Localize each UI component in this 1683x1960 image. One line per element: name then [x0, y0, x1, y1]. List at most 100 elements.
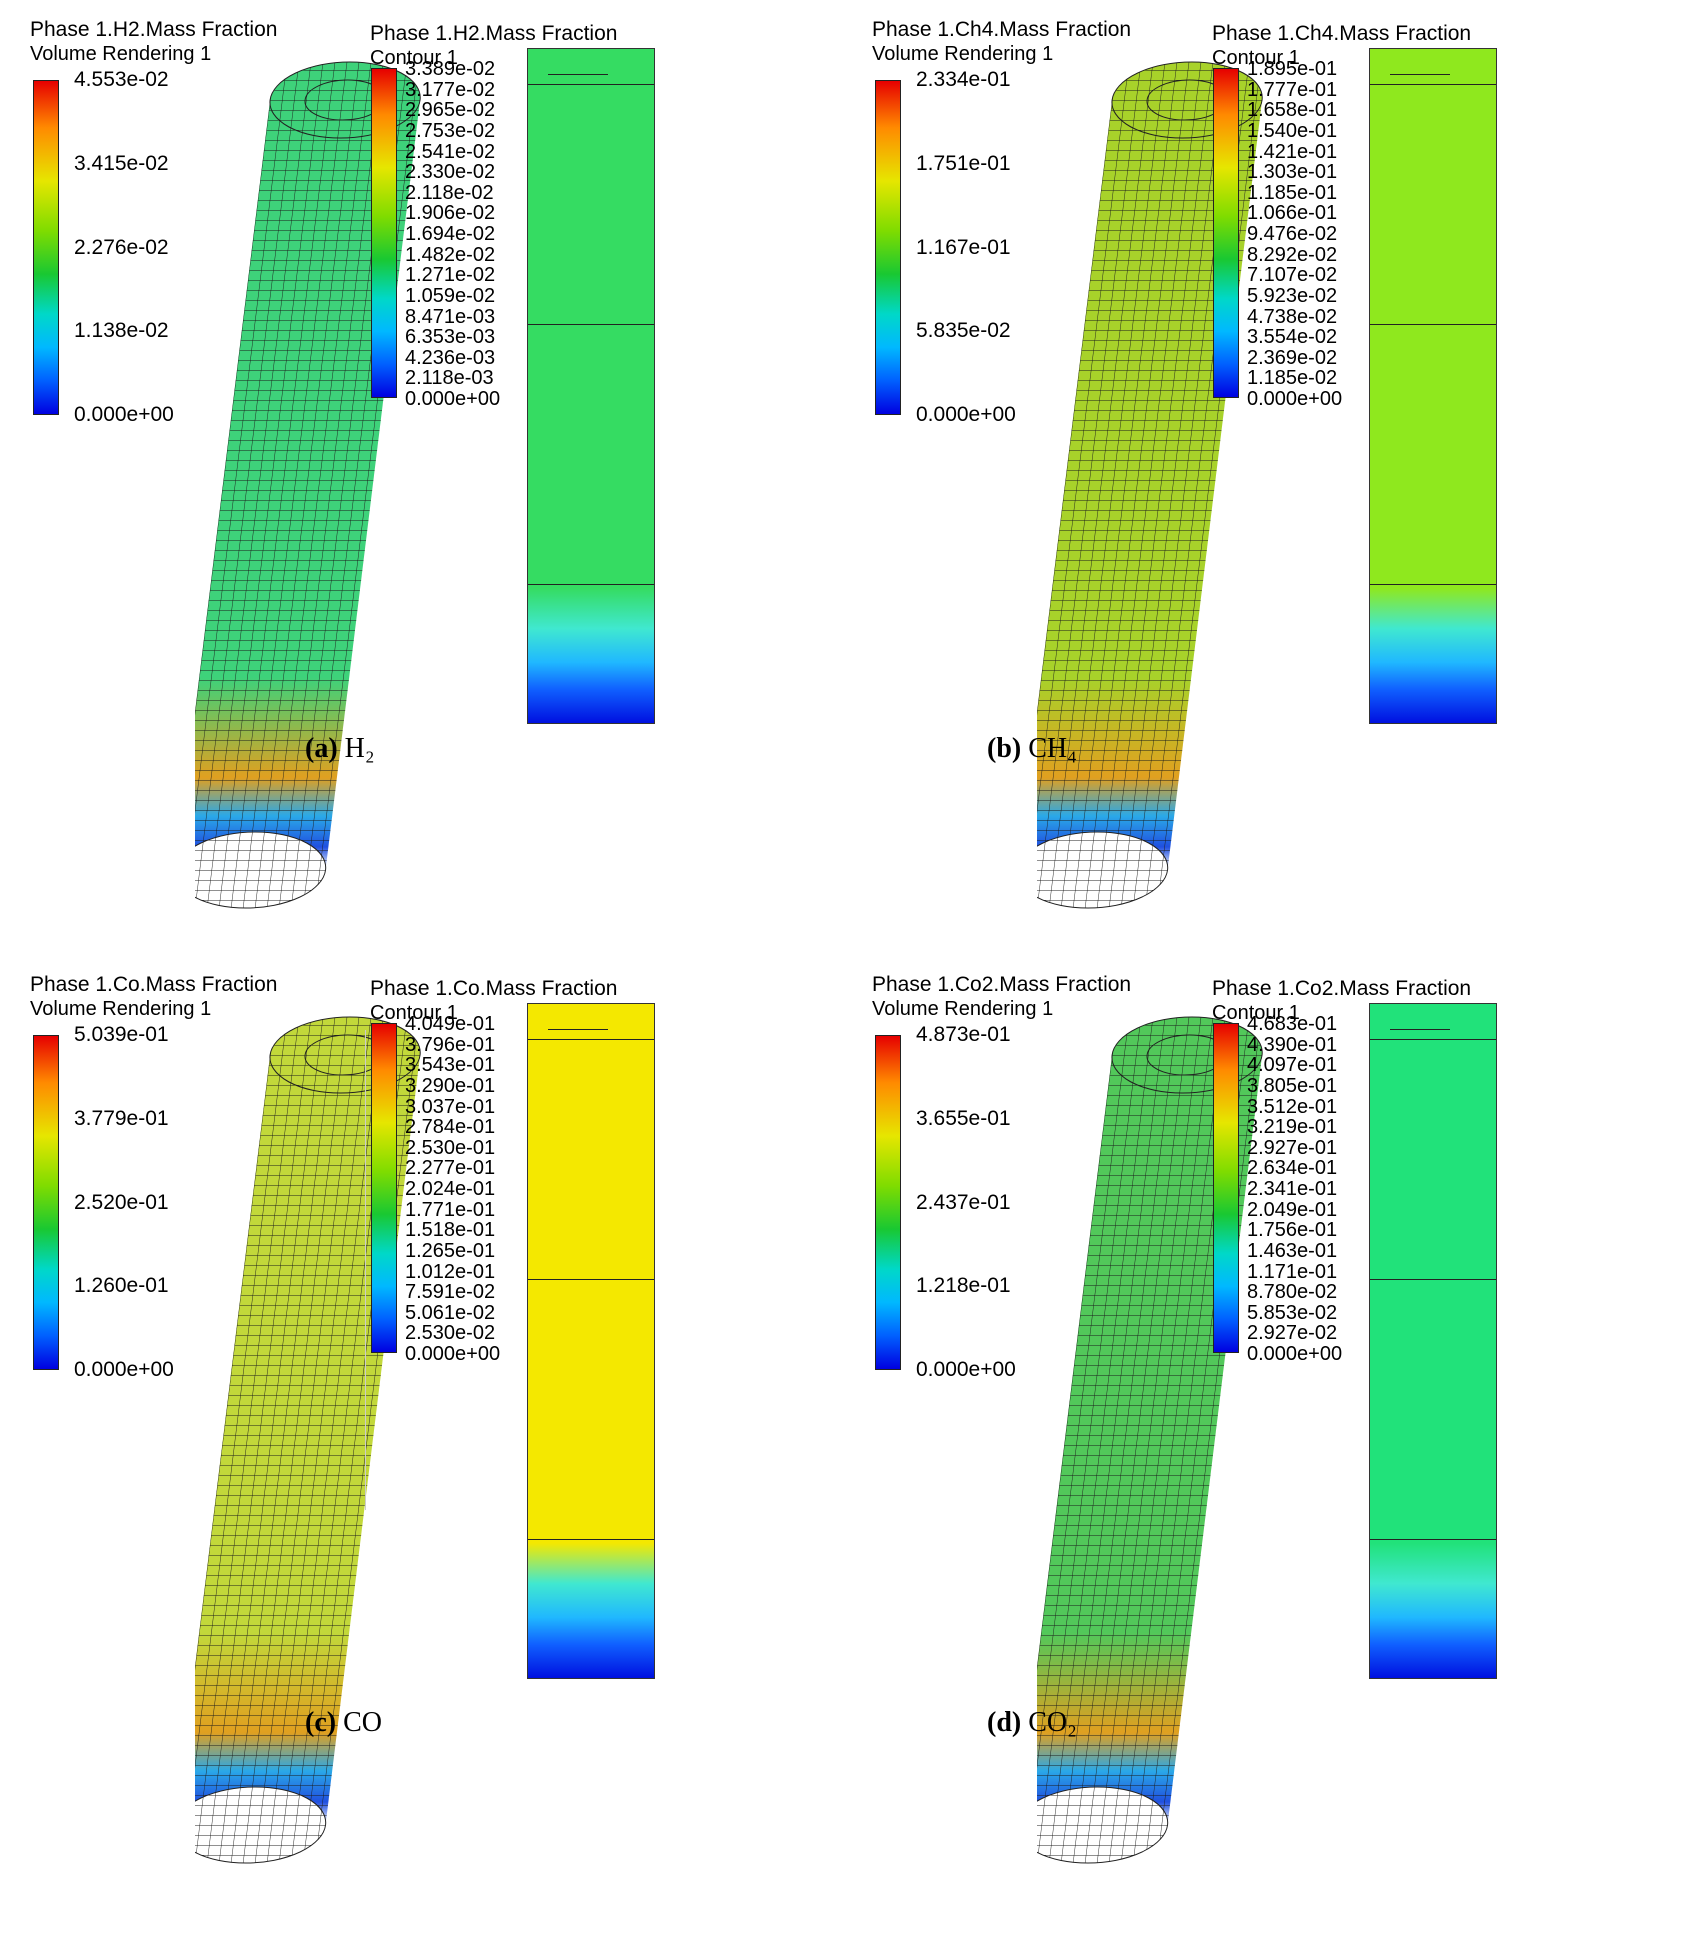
- caption-letter: (a): [305, 733, 338, 764]
- volume-rendering-variable: Phase 1.Co2.Mass Fraction: [872, 973, 1132, 996]
- contour-title: Phase 1.H2.Mass Fraction Contour 1: [370, 22, 617, 70]
- panel-d: Phase 1.Co2.Mass Fraction Volume Renderin…: [842, 955, 1682, 1930]
- contour-tick-label: 1.265e-01: [405, 1239, 496, 1262]
- contour-tick-label: 8.780e-02: [1247, 1281, 1338, 1304]
- contour-tick-label: 0.000e+00: [405, 1343, 501, 1365]
- contour-tick-label: 4.236e-03: [405, 346, 496, 369]
- contour-tick-label: 2.330e-02: [405, 161, 496, 184]
- contour-section-line: [1370, 1539, 1496, 1540]
- contour-tick-label: 2.341e-01: [1247, 1178, 1338, 1200]
- contour-tick-label: 2.369e-02: [1247, 346, 1338, 369]
- contour-tick-label: 1.059e-02: [405, 284, 496, 307]
- contour-tick-label: 3.290e-01: [405, 1074, 496, 1097]
- volume-rendering-colorbar: [33, 80, 59, 415]
- volume-rendering-tick-label: 0.000e+00: [916, 403, 1016, 426]
- contour-section-line: [1370, 1279, 1496, 1280]
- contour-inlet-line: [548, 74, 608, 75]
- volume-rendering-tick-label: 0.000e+00: [74, 403, 174, 426]
- contour-title: Phase 1.Ch4.Mass Fraction Contour 1: [1212, 22, 1471, 70]
- volume-rendering-tick-label: 3.415e-02: [74, 151, 169, 175]
- contour-section-line: [528, 584, 654, 585]
- contour-tick-label: 2.541e-02: [405, 140, 496, 163]
- contour-variable: Phase 1.Ch4.Mass Fraction: [1212, 22, 1472, 45]
- panel-divider: [365, 1030, 366, 1510]
- volume-rendering-tick-label: 3.779e-01: [74, 1106, 169, 1130]
- contour-tick-label: 1.518e-01: [405, 1219, 496, 1242]
- contour-tick-label: 7.107e-02: [1247, 264, 1338, 287]
- contour-subtitle: Contour 1: [370, 1002, 458, 1024]
- contour-section-line: [1370, 584, 1496, 585]
- contour-tick-label: 2.784e-01: [405, 1116, 496, 1139]
- contour-inlet-line: [1390, 1029, 1450, 1030]
- volume-rendering-tick-label: 0.000e+00: [74, 1358, 174, 1381]
- contour-tick-label: 3.543e-01: [405, 1054, 496, 1077]
- contour-tick-label: 1.658e-01: [1247, 99, 1338, 122]
- contour-tick-label: 9.476e-02: [1247, 223, 1338, 245]
- contour-tick-label: 2.927e-01: [1247, 1136, 1338, 1159]
- contour-tick-label: 5.853e-02: [1247, 1301, 1338, 1324]
- contour-tick-label: 1.906e-02: [405, 202, 496, 225]
- contour-variable: Phase 1.Co.Mass Fraction: [370, 977, 618, 1000]
- contour-plane: [1369, 48, 1497, 724]
- volume-rendering-colorbar: [875, 80, 901, 415]
- contour-colorbar: [371, 1023, 397, 1353]
- volume-rendering-tick-label: 2.276e-02: [74, 235, 169, 259]
- contour-tick-label: 7.591e-02: [405, 1281, 496, 1304]
- volume-rendering-subtitle: Volume Rendering 1: [872, 998, 1054, 1020]
- volume-rendering-subtitle: Volume Rendering 1: [30, 998, 212, 1020]
- volume-rendering-variable: Phase 1.H2.Mass Fraction: [30, 18, 278, 41]
- contour-variable: Phase 1.Co2.Mass Fraction: [1212, 977, 1472, 1000]
- volume-rendering-title: Phase 1.Ch4.Mass Fraction Volume Renderin…: [872, 18, 1131, 66]
- contour-tick-label: 2.530e-02: [405, 1322, 496, 1345]
- contour-tick-label: 5.923e-02: [1247, 284, 1338, 307]
- volume-rendering-tick-label: 2.437e-01: [916, 1190, 1011, 1214]
- caption-species: H₂: [344, 733, 375, 764]
- contour-plane: [527, 48, 655, 724]
- contour-colorbar: [1213, 68, 1239, 398]
- contour-subtitle: Contour 1: [1212, 47, 1300, 69]
- volume-rendering-cylinder: [195, 1016, 421, 1864]
- panel-b: Phase 1.Ch4.Mass Fraction Volume Renderin…: [842, 0, 1682, 975]
- contour-tick-label: 1.421e-01: [1247, 140, 1338, 163]
- volume-rendering-tick-label: 1.167e-01: [916, 235, 1011, 259]
- contour-tick-label: 2.024e-01: [405, 1178, 496, 1200]
- volume-rendering-tick-label: 0.000e+00: [916, 1358, 1016, 1381]
- contour-tick-label: 1.012e-01: [405, 1260, 496, 1283]
- contour-tick-label: 2.634e-01: [1247, 1157, 1338, 1180]
- contour-tick-label: 8.292e-02: [1247, 243, 1338, 266]
- volume-rendering-tick-label: 5.835e-02: [916, 319, 1011, 343]
- contour-tick-label: 1.756e-01: [1247, 1219, 1338, 1242]
- volume-rendering-tick-label: 1.260e-01: [74, 1274, 169, 1298]
- volume-rendering-tick-label: 3.655e-01: [916, 1106, 1011, 1130]
- panel-caption: (a) H₂: [305, 733, 375, 765]
- contour-tick-label: 4.738e-02: [1247, 305, 1338, 328]
- contour-variable: Phase 1.H2.Mass Fraction: [370, 22, 618, 45]
- volume-rendering-tick-label: 4.553e-02: [74, 68, 169, 91]
- contour-tick-label: 1.185e-01: [1247, 181, 1338, 204]
- contour-tick-label: 1.777e-01: [1247, 78, 1338, 101]
- caption-species: CO: [343, 1707, 382, 1738]
- panel-caption: (c) CO: [305, 1707, 382, 1739]
- contour-tick-label: 1.303e-01: [1247, 161, 1338, 184]
- volume-rendering-tick-label: 1.138e-02: [74, 319, 169, 343]
- contour-subtitle: Contour 1: [1212, 1002, 1300, 1024]
- volume-rendering-tick-label: 4.873e-01: [916, 1023, 1011, 1046]
- contour-tick-label: 1.482e-02: [405, 243, 496, 266]
- contour-tick-label: 3.219e-01: [1247, 1116, 1338, 1139]
- contour-section-line: [528, 1039, 654, 1040]
- contour-section-line: [528, 324, 654, 325]
- contour-tick-label: 3.389e-02: [405, 58, 496, 80]
- contour-section-line: [528, 1539, 654, 1540]
- contour-tick-label: 1.271e-02: [405, 264, 496, 287]
- contour-tick-label: 2.530e-01: [405, 1136, 496, 1159]
- contour-tick-label: 3.554e-02: [1247, 326, 1338, 349]
- contour-section-line: [528, 84, 654, 85]
- contour-tick-label: 3.512e-01: [1247, 1095, 1338, 1118]
- contour-section-line: [1370, 84, 1496, 85]
- contour-tick-label: 2.927e-02: [1247, 1322, 1338, 1345]
- contour-tick-label: 1.771e-01: [405, 1198, 496, 1221]
- contour-tick-label: 3.177e-02: [405, 78, 496, 101]
- contour-plane: [1369, 1003, 1497, 1679]
- volume-rendering-colorbar: [875, 1035, 901, 1370]
- volume-rendering-title: Phase 1.Co.Mass Fraction Volume Rendering…: [30, 973, 277, 1021]
